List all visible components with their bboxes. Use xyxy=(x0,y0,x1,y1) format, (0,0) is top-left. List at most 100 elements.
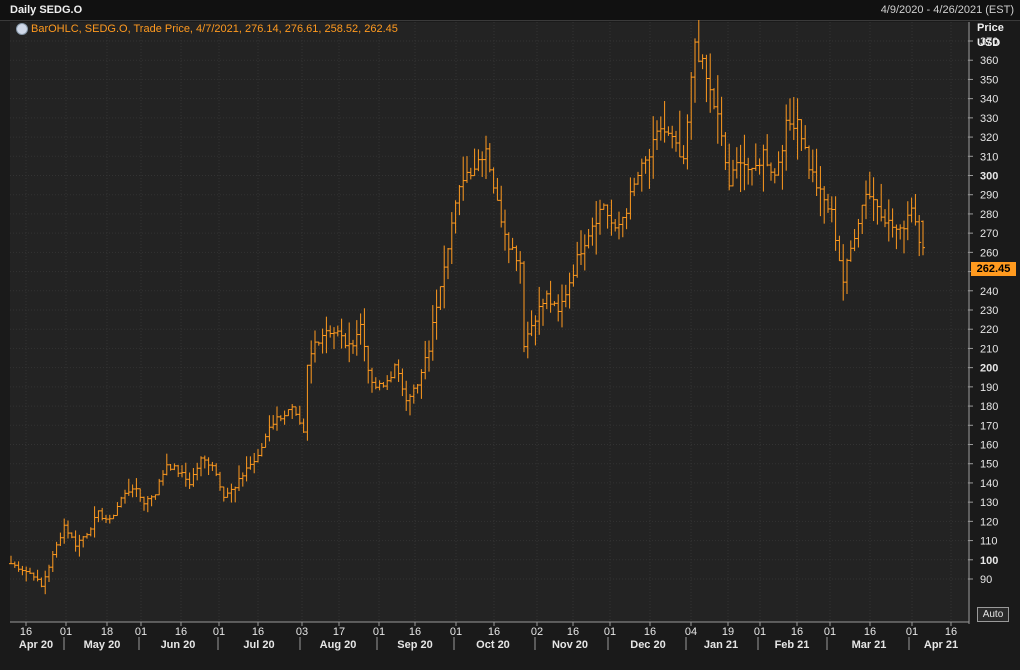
last-price-badge: 262.45 xyxy=(971,262,1016,276)
ohlc-bar xyxy=(495,177,500,201)
ohlc-bar xyxy=(639,158,644,192)
ohlc-bar xyxy=(917,215,922,257)
ohlc-bar xyxy=(655,120,659,150)
ohlc-bar xyxy=(864,180,868,220)
ohlc-bar xyxy=(636,171,640,185)
x-day-label: 01 xyxy=(824,626,836,638)
ohlc-bar xyxy=(377,380,382,391)
ohlc-bar xyxy=(913,193,918,226)
ohlc-bar xyxy=(674,130,678,152)
ohlc-bar xyxy=(472,148,477,177)
ohlc-bar xyxy=(898,224,903,240)
ohlc-bar xyxy=(693,38,697,103)
x-month-label: Feb 21 xyxy=(775,639,810,651)
ohlc-bar xyxy=(772,168,777,184)
ohlc-bar xyxy=(316,341,321,346)
ohlc-bar xyxy=(799,119,804,151)
ohlc-bar xyxy=(886,199,891,242)
ohlc-bar xyxy=(149,495,154,507)
ohlc-bar xyxy=(624,208,629,230)
ohlc-bar xyxy=(715,75,720,144)
ohlc-bar xyxy=(784,104,789,171)
y-tick-label: 220 xyxy=(980,324,998,336)
ohlc-bar xyxy=(689,71,694,140)
ohlc-bar xyxy=(430,305,435,361)
ohlc-bar xyxy=(544,290,549,310)
ohlc-bar xyxy=(605,204,610,229)
ohlc-bar xyxy=(491,167,496,194)
ohlc-bar xyxy=(347,322,352,363)
ohlc-bar xyxy=(233,486,238,503)
x-day-label: 16 xyxy=(864,626,876,638)
ohlc-bar xyxy=(582,234,587,271)
ohlc-bar xyxy=(746,157,751,185)
ohlc-bar xyxy=(601,203,606,210)
ohlc-bar xyxy=(742,134,747,191)
ohlc-bar xyxy=(286,409,291,417)
y-tick-label: 370 xyxy=(980,36,998,48)
x-month-label: Apr 20 xyxy=(19,639,53,651)
ohlc-bar xyxy=(396,359,401,382)
ohlc-bar xyxy=(351,339,355,354)
ohlc-bar xyxy=(153,494,158,500)
ohlc-bar xyxy=(370,367,374,393)
x-day-label: 16 xyxy=(945,626,957,638)
ohlc-bar xyxy=(161,470,165,486)
ohlc-bar xyxy=(902,220,906,254)
ohlc-bar xyxy=(400,368,405,397)
ohlc-bar xyxy=(700,54,705,70)
ohlc-bar xyxy=(480,151,485,177)
ohlc-bar xyxy=(16,561,21,572)
ohlc-bar xyxy=(658,116,663,141)
y-tick-label: 110 xyxy=(980,536,998,548)
ohlc-bar xyxy=(613,219,618,232)
ohlc-bar xyxy=(461,156,466,201)
ohlc-bar xyxy=(328,325,333,338)
ohlc-bar xyxy=(47,564,51,583)
ohlc-bar xyxy=(791,97,796,141)
y-tick-label: 280 xyxy=(980,209,998,221)
ohlc-bar xyxy=(780,144,785,190)
legend-settings-icon[interactable] xyxy=(16,23,28,35)
ohlc-bar xyxy=(848,240,853,262)
ohlc-bar xyxy=(301,418,306,433)
price-chart[interactable]: 90 100 110 120 130 140 150 160 170 180 190 200 210 22… xyxy=(0,20,1020,670)
ohlc-bar xyxy=(366,345,371,384)
ohlc-bar xyxy=(100,507,105,521)
ohlc-bar xyxy=(206,457,211,476)
y-tick-label: 350 xyxy=(980,74,998,86)
ohlc-bar xyxy=(263,433,268,448)
ohlc-bar xyxy=(248,456,253,470)
ohlc-bar xyxy=(921,220,925,256)
ohlc-bar xyxy=(294,406,298,416)
x-day-label: 01 xyxy=(906,626,918,638)
ohlc-bar xyxy=(465,156,469,183)
ohlc-bar xyxy=(115,502,120,517)
x-day-label: 16 xyxy=(409,626,421,638)
ohlc-bar xyxy=(335,325,340,337)
ohlc-bar xyxy=(514,245,519,272)
ohlc-bar xyxy=(487,143,492,173)
x-month-label: May 20 xyxy=(84,639,121,651)
x-day-label: 19 xyxy=(722,626,734,638)
chart-title: Daily SEDG.O xyxy=(10,4,83,16)
auto-scale-button[interactable]: Auto xyxy=(977,607,1009,622)
ohlc-bar xyxy=(647,148,652,189)
ohlc-bar xyxy=(12,561,17,568)
ohlc-bar xyxy=(875,199,880,225)
ohlc-bar xyxy=(666,126,671,136)
ohlc-bar xyxy=(389,371,393,383)
ohlc-bar xyxy=(894,224,899,250)
ohlc-bar xyxy=(411,384,416,404)
ohlc-bar xyxy=(457,184,462,216)
ohlc-bar xyxy=(271,415,276,430)
ohlc-bar xyxy=(130,484,135,498)
ohlc-bar xyxy=(845,258,849,295)
ohlc-bar xyxy=(731,159,735,187)
ohlc-bar xyxy=(339,318,344,349)
ohlc-bar xyxy=(670,125,675,149)
y-tick-label: 230 xyxy=(980,305,998,317)
legend[interactable]: BarOHLC, SEDG.O, Trade Price, 4/7/2021, … xyxy=(16,23,398,35)
ohlc-bar xyxy=(362,308,367,362)
x-day-label: 01 xyxy=(450,626,462,638)
